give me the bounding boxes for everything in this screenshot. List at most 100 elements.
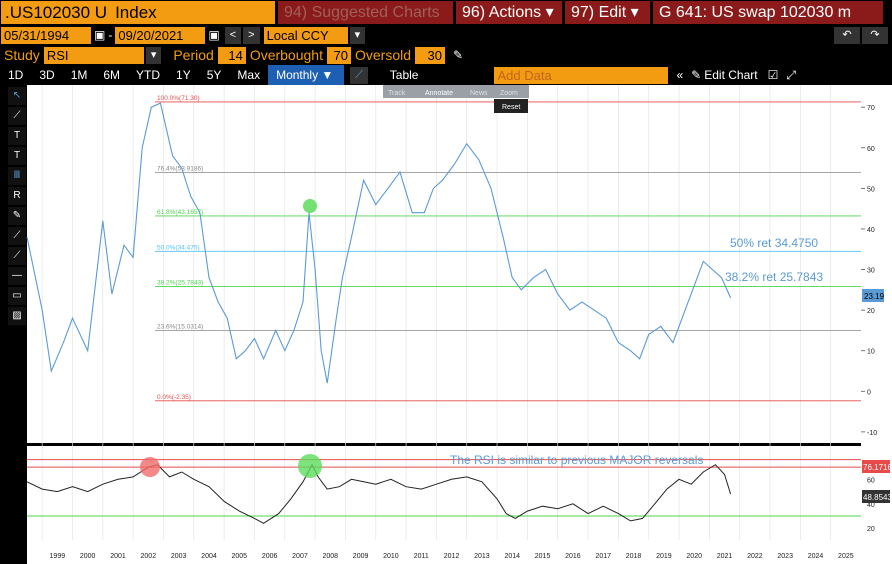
main-plot-bg [27, 85, 861, 443]
channel-tool-icon[interactable]: ⟋ [8, 227, 26, 245]
rsi-value-last: 48.8543 [863, 493, 892, 502]
tab-1m[interactable]: 1M [70, 68, 88, 82]
cursor-icon[interactable]: ↖ [8, 87, 26, 105]
next-arrow-icon[interactable]: > [243, 26, 260, 44]
suggested-charts-button[interactable]: 94) Suggested Charts [278, 1, 453, 24]
ticker-field[interactable]: .US102030 U Index [1, 1, 275, 24]
actions-menu-button[interactable]: 96) Actions ▾ [456, 1, 562, 24]
expand-icon[interactable]: ⤢ [786, 67, 796, 82]
x-tick-label: 2001 [110, 553, 126, 560]
fib-level-label: 0.0%(-2.35) [157, 394, 191, 401]
highlight-circle-2008 [303, 199, 317, 213]
fib-tool-icon[interactable]: Ⅲ [8, 167, 26, 185]
x-tick-label: 2009 [353, 553, 369, 560]
prev-arrow-icon[interactable]: < [224, 26, 242, 44]
x-tick-label: 2000 [80, 553, 96, 560]
start-date-input[interactable]: 05/31/1994 [1, 26, 91, 44]
overbought-input[interactable]: 70 [326, 46, 351, 64]
tab-1y[interactable]: 1Y [176, 68, 191, 82]
reset-label[interactable]: Reset [502, 104, 520, 111]
y-tick-label: 0 [867, 389, 871, 396]
pencil-icon: ✎ [691, 68, 702, 82]
x-axis: 1999 2000 2001 2002 2003 2004 2005 2006 2007 2008… [50, 553, 854, 560]
retracement-icon[interactable]: R [8, 187, 26, 205]
x-tick-label: 2020 [686, 553, 702, 560]
highlight-circle-rsi-2008 [298, 454, 322, 478]
period-input[interactable]: 14 [217, 46, 246, 64]
line-chart-icon[interactable]: ⟋ [350, 66, 368, 84]
study-select[interactable]: RSI [43, 46, 144, 64]
edit-menu-button[interactable]: 97) Edit ▾ [565, 1, 650, 24]
y-tick-label: 20 [867, 308, 875, 315]
x-tick-label: 2021 [717, 553, 733, 560]
edit-chart-button[interactable]: Edit Chart [704, 68, 758, 82]
horizontal-line-icon[interactable]: — [8, 267, 26, 285]
chart-title: G 641: US swap 102030 m [653, 1, 883, 24]
toolbar-annotate[interactable]: Annotate [425, 90, 453, 97]
toolbar-track[interactable]: Track [388, 90, 406, 97]
rsi-plot-bg [27, 446, 861, 540]
date-separator: - [108, 28, 113, 42]
yaxis-bg [861, 85, 892, 564]
edit-box-icon[interactable]: ☑ [767, 68, 779, 82]
annotation-38-ret: 38.2% ret 25.7843 [725, 270, 823, 284]
tab-6m[interactable]: 6M [103, 68, 121, 82]
drawing-sidebar: ↖ ⟋ T T Ⅲ R ✎ ⟋ ⟋ — ▭ ▨ [7, 85, 27, 325]
study-label: Study [4, 47, 40, 63]
currency-select[interactable]: Local CCY [263, 26, 348, 44]
text-dollar-icon[interactable]: T [8, 147, 26, 165]
chart-area[interactable]: 100.0%(71.30) 76.4%(53.9186) 61.8%(43.1657… [0, 85, 892, 564]
tab-1d[interactable]: 1D [8, 68, 24, 82]
chevron-down-icon[interactable]: ▾ [349, 26, 366, 44]
toolbar-news[interactable]: News [470, 90, 488, 97]
index-text: Index [115, 3, 157, 22]
table-button[interactable]: Table [389, 68, 419, 82]
x-tick-label: 2016 [565, 553, 581, 560]
rsi-series [26, 459, 861, 524]
fib-level-label: 100.0%(71.30) [157, 95, 200, 102]
last-value-label: 23.19 [864, 292, 885, 301]
x-tick-label: 2018 [626, 553, 642, 560]
text-percent-icon[interactable]: T [8, 127, 26, 145]
trend-tool-icon[interactable]: ⟋ [8, 247, 26, 265]
x-tick-label: 2007 [292, 553, 308, 560]
end-date-input[interactable]: 09/20/2021 [115, 26, 206, 44]
tab-3d[interactable]: 3D [39, 68, 55, 82]
undo-icon[interactable]: ↶ [834, 26, 860, 44]
chart-toolbar [383, 85, 529, 98]
fib-level-label: 76.4%(53.9186) [157, 166, 203, 173]
y-tick-label: 40 [867, 227, 875, 234]
rsi-annotation: The RSI is similar to previous MAJOR rev… [450, 453, 703, 467]
rsi-tag-dark [862, 490, 890, 503]
y-tick-label: -10 [867, 430, 877, 437]
ruler-icon[interactable]: ▭ [8, 287, 26, 305]
calendar-icon[interactable]: ▣ [208, 28, 220, 42]
tab-monthly[interactable]: Monthly ▼ [268, 65, 345, 85]
tab-max[interactable]: Max [237, 68, 261, 82]
x-tick-label: 2003 [171, 553, 187, 560]
xaxis-bg [27, 540, 861, 564]
y-tick-label: 60 [867, 146, 875, 153]
line-tool-icon[interactable]: ⟋ [8, 107, 26, 125]
add-data-input[interactable]: Add Data [494, 66, 669, 84]
x-tick-label: 2013 [474, 553, 490, 560]
x-tick-label: 2002 [141, 553, 157, 560]
x-tick-label: 2006 [262, 553, 278, 560]
toolbar-zoom[interactable]: Zoom [500, 90, 518, 97]
ticker-text: .US102030 U [5, 3, 108, 22]
pencil-icon[interactable]: ✎ [453, 48, 464, 62]
x-tick-label: 2017 [595, 553, 611, 560]
rsi-y-axis: 20 40 60 [867, 477, 875, 533]
chevron-down-icon[interactable]: ▾ [145, 46, 162, 64]
calendar-icon[interactable]: ▣ [94, 28, 106, 42]
hatch-icon[interactable]: ▨ [8, 307, 26, 325]
redo-icon[interactable]: ↷ [862, 26, 888, 44]
annotation-50-ret: 50% ret 34.4750 [730, 236, 818, 250]
pen-tool-icon[interactable]: ✎ [8, 207, 26, 225]
collapse-icon[interactable]: « [676, 68, 684, 82]
oversold-input[interactable]: 30 [415, 46, 446, 64]
overbought-label: Overbought [249, 47, 323, 63]
reset-button[interactable] [494, 99, 528, 113]
tab-ytd[interactable]: YTD [136, 68, 161, 82]
tab-5y[interactable]: 5Y [206, 68, 222, 82]
